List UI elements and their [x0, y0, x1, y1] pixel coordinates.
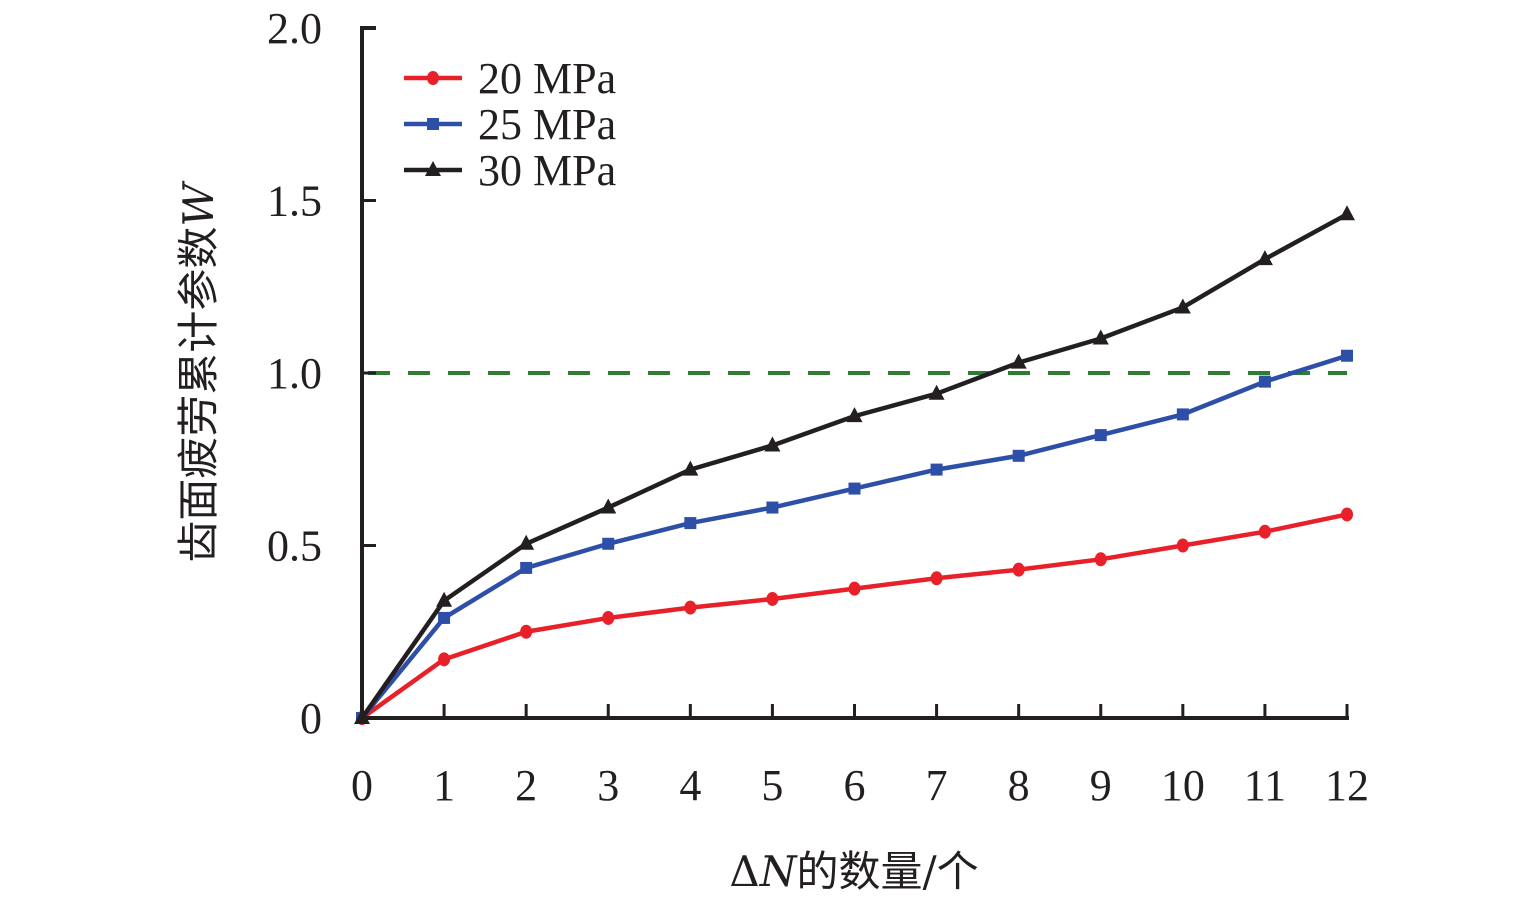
- series-25-mpa: [356, 349, 1353, 724]
- x-tick-label: 6: [844, 761, 866, 810]
- x-axis-title-prefix: Δ: [729, 847, 759, 896]
- data-point-30-mpa: [682, 460, 699, 476]
- data-point-30-mpa: [1174, 298, 1191, 314]
- data-point-25-mpa: [848, 482, 861, 495]
- data-point-30-mpa: [846, 407, 863, 423]
- data-point-25-mpa: [684, 517, 697, 530]
- x-tick-label: 8: [1008, 761, 1030, 810]
- data-point-20-mpa: [1176, 538, 1189, 553]
- data-point-20-mpa: [520, 624, 533, 639]
- data-point-25-mpa: [1176, 408, 1189, 421]
- x-axis-title-variable: N: [759, 847, 798, 896]
- data-point-20-mpa: [930, 571, 943, 586]
- legend-label: 30 MPa: [478, 146, 616, 195]
- legend-item-25-mpa: 25 MPa: [404, 100, 616, 149]
- data-point-25-mpa: [766, 501, 779, 514]
- data-point-25-mpa: [520, 561, 533, 574]
- legend-swatch-marker: [427, 71, 439, 85]
- data-point-25-mpa: [1094, 429, 1107, 442]
- y-tick-label: 0: [300, 694, 322, 743]
- tick-layer: 00.51.01.52.00 1 2 3 4 5 6 7 8 9 10 11 12: [267, 4, 1369, 810]
- x-tick-label: 1: [433, 761, 455, 810]
- y-axis-title: 齿面疲劳累计参数W: [174, 180, 223, 563]
- data-point-25-mpa: [930, 463, 943, 476]
- x-tick-label: 3: [597, 761, 619, 810]
- x-tick-label: 10: [1161, 761, 1205, 810]
- data-point-20-mpa: [1341, 507, 1353, 522]
- series-20-mpa: [356, 507, 1353, 725]
- data-point-20-mpa: [1012, 562, 1025, 577]
- data-point-20-mpa: [684, 600, 697, 615]
- data-point-20-mpa: [848, 581, 861, 596]
- data-point-20-mpa: [1258, 524, 1271, 539]
- data-point-20-mpa: [766, 591, 779, 606]
- series-layer: [354, 205, 1355, 725]
- data-point-30-mpa: [436, 591, 453, 607]
- y-axis-title-variable: W: [174, 180, 223, 227]
- x-axis-title: ΔN的数量/个: [729, 847, 978, 896]
- data-point-30-mpa: [1092, 329, 1109, 345]
- x-tick-label: 12: [1325, 761, 1369, 810]
- x-tick-label: 4: [679, 761, 701, 810]
- y-axis-title-text: 齿面疲劳累计参数: [174, 227, 223, 563]
- x-tick-label: 0: [351, 761, 373, 810]
- data-point-20-mpa: [438, 652, 451, 667]
- legend-label: 20 MPa: [478, 54, 616, 103]
- legend-item-30-mpa: 30 MPa: [404, 146, 616, 195]
- x-tick-label: 11: [1244, 761, 1286, 810]
- data-point-25-mpa: [1012, 449, 1025, 462]
- data-point-30-mpa: [1339, 205, 1355, 221]
- legend-swatch-marker: [427, 118, 439, 130]
- data-point-25-mpa: [602, 537, 615, 550]
- y-tick-label: 1.0: [267, 349, 322, 398]
- legend-item-20-mpa: 20 MPa: [404, 54, 616, 103]
- y-tick-label: 0.5: [267, 522, 322, 571]
- series-30-mpa: [354, 205, 1355, 724]
- legend-swatch-marker: [425, 161, 441, 176]
- data-point-30-mpa: [764, 436, 781, 452]
- x-tick-label: 5: [761, 761, 783, 810]
- data-point-20-mpa: [1094, 552, 1107, 567]
- data-point-25-mpa: [1258, 375, 1271, 388]
- x-tick-label: 9: [1090, 761, 1112, 810]
- x-tick-label: 7: [926, 761, 948, 810]
- data-point-30-mpa: [518, 534, 535, 550]
- x-axis-title-suffix: 的数量/个: [796, 847, 978, 896]
- data-point-30-mpa: [1256, 250, 1273, 266]
- x-tick-label: 2: [515, 761, 537, 810]
- series-line-30-mpa: [360, 212, 1349, 720]
- data-point-20-mpa: [602, 610, 615, 625]
- legend-label: 25 MPa: [478, 100, 616, 149]
- series-line-20-mpa: [360, 512, 1348, 720]
- data-point-30-mpa: [600, 498, 617, 514]
- data-point-30-mpa: [928, 384, 945, 400]
- y-tick-label: 2.0: [267, 4, 322, 53]
- data-point-25-mpa: [1341, 349, 1353, 362]
- data-point-25-mpa: [438, 611, 451, 624]
- y-tick-label: 1.5: [267, 177, 322, 226]
- data-point-30-mpa: [1010, 353, 1027, 369]
